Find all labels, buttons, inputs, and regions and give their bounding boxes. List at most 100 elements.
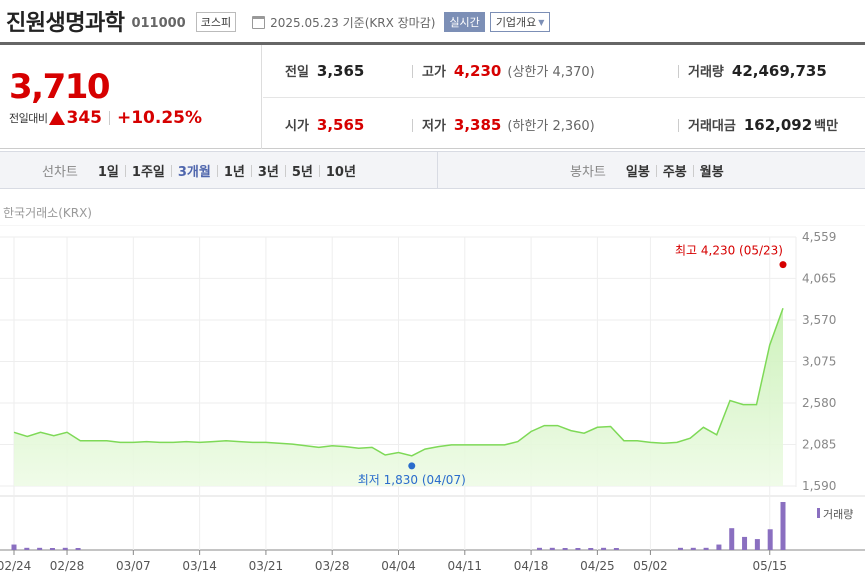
low-label: 저가 [422, 119, 446, 134]
y-tick-label: 4,559 [802, 230, 836, 244]
volume-bar [754, 539, 760, 550]
candle-daily[interactable]: 일봉 [625, 165, 650, 180]
low-value: 3,385 [453, 116, 502, 134]
x-tick-label: 02/24 [0, 559, 31, 573]
divider [412, 65, 413, 78]
y-tick-label: 2,085 [802, 437, 836, 451]
volume-bar [703, 547, 709, 550]
divider [678, 119, 679, 132]
period-10y[interactable]: 10년 [325, 165, 356, 180]
x-tick-label: 04/18 [514, 559, 549, 573]
chart-markers: 최고 4,230 (05/23) 최저 1,830 (04/07) [358, 244, 787, 487]
realtime-button[interactable]: 실시간 [444, 12, 485, 32]
period-divider [437, 152, 438, 189]
divider [318, 164, 320, 177]
volume-bar [742, 536, 748, 550]
volume-bar [536, 547, 542, 550]
market-badge: 코스피 [195, 12, 237, 32]
high-value: 4,230 [453, 62, 502, 80]
stock-header: 진원생명과학 011000 코스피 2025.05.23 기준(KRX 장마감)… [0, 0, 865, 42]
candle-chart-label: 봉차트 [570, 165, 606, 180]
x-tick-label: 03/28 [315, 559, 350, 573]
candle-weekly[interactable]: 주봉 [662, 165, 687, 180]
volume-bar [613, 548, 619, 550]
volume-bar [588, 548, 594, 550]
divider [108, 111, 110, 125]
high-label: 고가 [422, 65, 446, 80]
current-price: 3,710 [9, 67, 111, 107]
open-label: 시가 [285, 119, 309, 134]
trading-value: 162,092 [743, 116, 813, 134]
divider [124, 164, 126, 177]
low-marker [408, 462, 416, 470]
change-value: 345 [66, 108, 102, 128]
trading-value-unit: 백만 [814, 119, 839, 134]
x-tick-label: 05/15 [752, 559, 787, 573]
upper-limit: (상한가 4,370) [507, 65, 595, 80]
up-triangle-icon [49, 111, 66, 125]
header-divider [0, 42, 865, 45]
y-tick-label: 2,580 [802, 396, 836, 410]
change-percent: +10.25% [116, 108, 203, 128]
lower-limit: (하한가 2,360) [507, 119, 595, 134]
caret-down-icon: ▼ [538, 17, 545, 27]
prev-close-value: 3,365 [316, 62, 365, 80]
chart-grid [0, 225, 865, 551]
volume-cell: 거래량 42,469,735 [688, 61, 827, 80]
divider [692, 164, 694, 177]
volume-bar [549, 547, 555, 550]
y-tick-label: 4,065 [802, 271, 836, 285]
y-tick-label: 1,590 [802, 479, 836, 493]
period-3m[interactable]: 3개월 [177, 165, 211, 180]
period-1w[interactable]: 1주일 [131, 165, 165, 180]
stock-code: 011000 [131, 15, 186, 31]
volume-bar [767, 529, 773, 550]
row-divider [263, 97, 865, 98]
change-row: 전일대비 345 +10.25% [9, 108, 202, 128]
volume-bar [716, 544, 722, 550]
period-bar: 선차트 1일 1주일 3개월 1년 3년 5년 10년 봉차트 일봉 주봉 월봉 [0, 151, 865, 189]
high-marker [779, 261, 787, 269]
volume-bar [780, 502, 786, 550]
volume-bar [729, 528, 735, 550]
volume-bar [75, 548, 81, 550]
line-chart-label: 선차트 [42, 165, 78, 180]
volume-bar [690, 547, 696, 550]
period-3y[interactable]: 3년 [257, 165, 279, 180]
volume-legend-swatch [817, 508, 820, 518]
trading-value-label: 거래대금 [688, 119, 736, 134]
volume-bar [49, 548, 55, 550]
x-tick-label: 03/21 [249, 559, 284, 573]
volume-label: 거래량 [688, 65, 724, 80]
trading-value-cell: 거래대금 162,092 백만 [688, 115, 838, 134]
date-text: 2025.05.23 기준(KRX 장마감) [270, 15, 436, 30]
calendar-icon [252, 15, 266, 29]
x-tick-label: 03/07 [116, 559, 151, 573]
price-summary: 3,710 전일대비 345 +10.25% 전일 3,365 고가 4,230… [0, 45, 865, 149]
volume-bar [62, 547, 68, 550]
candle-monthly[interactable]: 월봉 [699, 165, 724, 180]
volume-bar [562, 548, 568, 550]
period-1d[interactable]: 1일 [97, 165, 119, 180]
price-chart: 4,559 4,065 3,570 3,075 2,580 2,085 1,590 최고 4… [0, 225, 865, 573]
period-1y[interactable]: 1년 [223, 165, 245, 180]
x-tick-label: 02/28 [50, 559, 85, 573]
period-5y[interactable]: 5년 [291, 165, 313, 180]
y-tick-label: 3,570 [802, 313, 836, 327]
high-annotation: 최고 4,230 (05/23) [675, 244, 783, 258]
x-tick-label: 04/04 [381, 559, 416, 573]
stock-name: 진원생명과학 [6, 11, 125, 36]
low-cell: 저가 3,385 (하한가 2,360) [422, 115, 595, 134]
y-axis-ticks: 4,559 4,065 3,570 3,075 2,580 2,085 1,590 [802, 230, 836, 493]
company-overview-label: 기업개요 [495, 16, 537, 29]
volume-value: 42,469,735 [731, 62, 827, 80]
company-overview-dropdown[interactable]: 기업개요 ▼ [489, 12, 551, 32]
x-tick-label: 03/14 [182, 559, 217, 573]
volume-bar [24, 547, 30, 550]
high-cell: 고가 4,230 (상한가 4,370) [422, 61, 595, 80]
divider [412, 119, 413, 132]
change-label: 전일대비 [9, 112, 48, 125]
current-price-box: 3,710 전일대비 345 +10.25% [0, 45, 262, 149]
volume-bar [601, 547, 607, 550]
volume-bar [37, 547, 43, 550]
